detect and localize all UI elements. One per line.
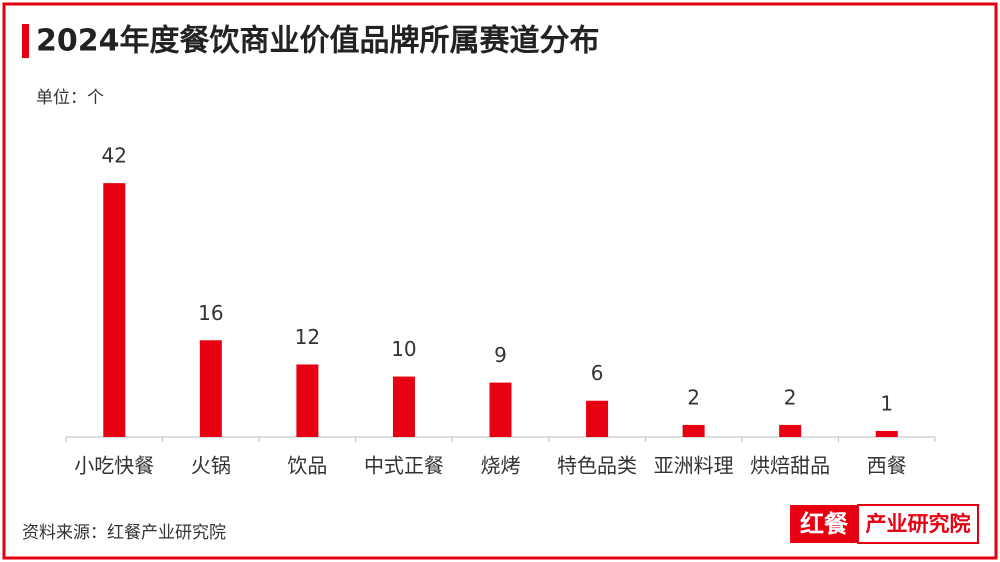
bar bbox=[682, 424, 705, 437]
bar bbox=[489, 382, 512, 437]
x-tick-label: 烧烤 bbox=[481, 454, 521, 478]
value-label: 10 bbox=[391, 337, 416, 361]
x-tick-label: 烘焙甜品 bbox=[750, 454, 830, 478]
value-label: 16 bbox=[198, 301, 223, 325]
x-tick-label: 特色品类 bbox=[557, 454, 637, 478]
value-label: 9 bbox=[494, 343, 507, 367]
title-accent bbox=[22, 24, 29, 58]
x-tick-label: 中式正餐 bbox=[364, 454, 444, 478]
bar bbox=[296, 364, 319, 437]
bar bbox=[586, 400, 609, 437]
logo-text: 产业研究院 bbox=[866, 512, 971, 536]
bar bbox=[779, 424, 802, 437]
logo-text-box bbox=[857, 504, 979, 544]
bar bbox=[875, 430, 898, 437]
value-label: 2 bbox=[784, 385, 797, 409]
bar bbox=[199, 340, 222, 437]
x-tick-label: 小吃快餐 bbox=[74, 454, 154, 478]
value-label: 42 bbox=[102, 144, 127, 168]
logo-mark: 红餐 bbox=[800, 510, 849, 538]
value-label: 12 bbox=[295, 325, 320, 349]
x-tick-label: 火锅 bbox=[191, 454, 231, 478]
unit-label: 单位：个 bbox=[36, 88, 104, 108]
source: 资料来源：红餐产业研究院 bbox=[22, 523, 226, 543]
x-tick-label: 亚洲料理 bbox=[654, 454, 734, 478]
bar bbox=[392, 376, 415, 437]
value-label: 1 bbox=[880, 391, 893, 415]
bar bbox=[103, 183, 126, 437]
x-tick-label: 西餐 bbox=[867, 454, 907, 478]
x-tick-label: 饮品 bbox=[287, 454, 327, 478]
chart-title: 2024年度餐饮商业价值品牌所属赛道分布 bbox=[36, 24, 600, 59]
value-label: 2 bbox=[687, 385, 700, 409]
value-label: 6 bbox=[591, 361, 604, 385]
logo-mark-box bbox=[790, 505, 858, 543]
